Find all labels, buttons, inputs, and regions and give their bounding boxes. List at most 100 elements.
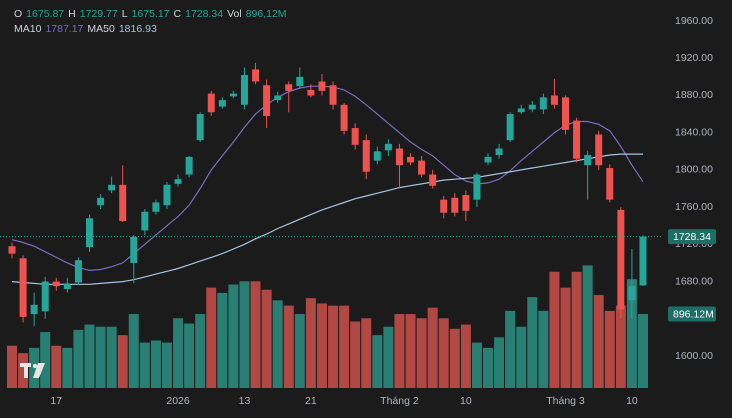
- x-tick-label: Tháng 2: [380, 395, 419, 407]
- volume-bar: [460, 324, 471, 388]
- logo-part: [33, 363, 45, 378]
- candle-body: [528, 104, 536, 110]
- candle-body: [473, 174, 481, 200]
- candle-body: [185, 156, 193, 175]
- x-tick-label: 10: [460, 395, 472, 407]
- volume-bar: [184, 323, 195, 388]
- candle-body: [196, 114, 204, 141]
- candle-body: [252, 69, 260, 82]
- volume-bar: [73, 329, 84, 388]
- volume-bar: [449, 328, 460, 388]
- candle-body: [329, 85, 337, 105]
- candle-body: [628, 286, 636, 301]
- legend-key: L: [122, 8, 128, 20]
- volume-bar: [394, 314, 405, 388]
- candle-body: [429, 174, 437, 186]
- volume-bar: [560, 287, 571, 388]
- y-tick-label: 1680.00: [675, 275, 713, 287]
- candle-body: [550, 95, 558, 105]
- moving-average-line: [11, 85, 644, 272]
- legend-key: O: [14, 8, 22, 20]
- volume-tag-label: 896.12M: [673, 308, 714, 320]
- volume-bar: [294, 314, 305, 388]
- candle-body: [340, 104, 348, 131]
- volume-bar: [527, 297, 538, 388]
- candle-body: [384, 143, 392, 151]
- volume-bar: [206, 287, 217, 388]
- candle-body: [462, 195, 470, 211]
- volume-bar: [416, 318, 427, 388]
- volume-bar: [471, 342, 482, 388]
- y-tick-label: 1880.00: [675, 89, 713, 101]
- candle-body: [108, 184, 116, 191]
- legend-key: MA10: [14, 23, 42, 35]
- volume-bar: [7, 345, 17, 388]
- volume-tag: [668, 306, 716, 322]
- volume-bar: [483, 347, 494, 388]
- volume-bar: [372, 335, 383, 388]
- volume-bar: [549, 271, 560, 388]
- volume-bar: [283, 305, 294, 388]
- legend-key: C: [174, 8, 182, 20]
- legend-key: H: [68, 8, 76, 20]
- overlay-layer: 1600.001640.001680.001720.001760.001800.…: [0, 8, 716, 407]
- candle-body: [606, 168, 614, 200]
- volume-layer: [7, 265, 648, 388]
- candle-body: [418, 160, 426, 175]
- volume-bar: [438, 318, 449, 388]
- candle-body: [63, 283, 71, 289]
- candle-body: [407, 156, 415, 163]
- candle-body: [30, 304, 38, 315]
- volume-bar: [571, 271, 582, 388]
- volume-bar: [538, 310, 549, 388]
- candle-body: [296, 76, 304, 87]
- x-tick-label: Tháng 3: [546, 395, 585, 407]
- legend-value: 896,12M: [246, 8, 287, 20]
- candle-body: [152, 202, 160, 212]
- volume-bar: [95, 326, 106, 388]
- volume-bar: [350, 321, 361, 388]
- candle-body: [218, 100, 226, 107]
- logo-part: [24, 363, 28, 378]
- x-tick-label: 2026: [166, 395, 190, 407]
- volume-bar: [217, 292, 228, 388]
- volume-bar: [361, 318, 372, 388]
- x-tick-label: 17: [50, 395, 62, 407]
- volume-bar: [173, 318, 184, 388]
- x-tick-label: 21: [305, 395, 317, 407]
- volume-bar: [195, 314, 206, 388]
- volume-bar: [305, 298, 316, 388]
- volume-bar: [161, 342, 172, 388]
- volume-bar: [604, 310, 615, 388]
- moving-average-line: [11, 153, 643, 285]
- candle-body: [97, 197, 105, 206]
- candle-body: [274, 95, 282, 101]
- volume-bar: [505, 310, 516, 388]
- volume-bar: [626, 279, 637, 388]
- y-tick-label: 1840.00: [675, 126, 713, 138]
- tv-logo: [20, 363, 45, 378]
- candle-body: [573, 120, 581, 159]
- candle-body: [539, 97, 547, 110]
- x-tick-label: 10: [626, 395, 638, 407]
- candle-body: [584, 155, 592, 166]
- candle-body: [174, 179, 182, 184]
- volume-bar: [516, 326, 527, 388]
- y-tick-label: 1600.00: [675, 350, 713, 362]
- volume-bar: [593, 295, 604, 388]
- volume-bar: [150, 340, 161, 388]
- candle-body: [163, 184, 171, 206]
- candle-body: [52, 281, 60, 287]
- x-tick-label: 13: [239, 395, 251, 407]
- volume-bar: [637, 314, 648, 388]
- candle-body: [207, 93, 215, 113]
- y-tick-label: 1960.00: [675, 15, 713, 27]
- volume-bar: [239, 281, 250, 388]
- legend-value: 1675.87: [26, 8, 64, 20]
- volume-bar: [40, 332, 51, 388]
- volume-bar: [128, 314, 139, 388]
- candle-body: [85, 218, 93, 248]
- legend-value: 1728.34: [185, 8, 223, 20]
- price-tag: [668, 229, 716, 245]
- candle-body: [517, 108, 525, 113]
